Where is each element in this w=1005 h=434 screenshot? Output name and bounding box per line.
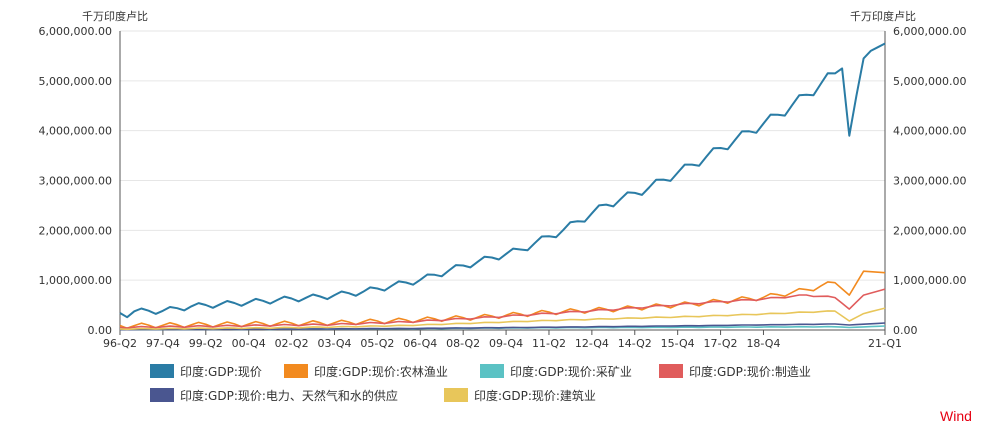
- y-left-tick-label: 2,000,000.00: [39, 224, 112, 237]
- y-left-tick-label: 5,000,000.00: [39, 75, 112, 88]
- y-right-tick-label: 4,000,000.00: [893, 125, 966, 138]
- x-tick-label: 09-Q4: [489, 337, 523, 350]
- x-tick-label: 08-Q2: [446, 337, 480, 350]
- x-tick-label: 97-Q4: [146, 337, 180, 350]
- legend-item: 印度:GDP:现价:电力、天然气和水的供应: [150, 388, 398, 403]
- series-line-4: [119, 322, 886, 331]
- left-y-tick-labels: 0.00 1,000,000.00 2,000,000.00 3,000,000.00…: [39, 25, 112, 337]
- x-tick-label: 11-Q2: [532, 337, 566, 350]
- legend-label: 印度:GDP:现价:电力、天然气和水的供应: [180, 388, 398, 403]
- legend-swatch: [150, 388, 174, 402]
- legend-label: 印度:GDP:现价:制造业: [689, 364, 811, 379]
- series-line-0: [119, 42, 886, 319]
- legend-item: 印度:GDP:现价:采矿业: [480, 364, 632, 379]
- grid-lines: [120, 30, 885, 281]
- left-axis-unit-label: 千万印度卢比: [82, 9, 148, 23]
- y-left-tick-label: 4,000,000.00: [39, 125, 112, 138]
- legend-swatch: [480, 364, 504, 378]
- legend-item: 印度:GDP:现价:制造业: [659, 364, 811, 379]
- legend-item: 印度:GDP:现价:建筑业: [444, 388, 596, 403]
- x-tick-label: 03-Q4: [317, 337, 351, 350]
- y-right-tick-label: 1,000,000.00: [893, 274, 966, 287]
- y-left-tick-label: 1,000,000.00: [39, 274, 112, 287]
- x-tick-label: 17-Q2: [704, 337, 738, 350]
- right-y-tick-labels: 0.00 1,000,000.00 2,000,000.00 3,000,000.00…: [893, 25, 966, 337]
- x-tick-label: 18-Q4: [746, 337, 780, 350]
- legend-swatch: [150, 364, 174, 378]
- legend-item: 印度:GDP:现价:农林渔业: [284, 364, 448, 379]
- right-axis-unit-label: 千万印度卢比: [850, 9, 916, 23]
- legend-label: 印度:GDP:现价:农林渔业: [314, 364, 448, 379]
- x-tick-label: 06-Q4: [403, 337, 437, 350]
- x-tick-label: 15-Q4: [661, 337, 695, 350]
- x-tick-label: 96-Q2: [103, 337, 137, 350]
- legend-item: 印度:GDP:现价: [150, 364, 262, 379]
- legend-label: 印度:GDP:现价:建筑业: [474, 388, 596, 403]
- legend-label: 印度:GDP:现价:采矿业: [510, 364, 632, 379]
- x-tick-label: 02-Q2: [275, 337, 309, 350]
- x-tick-label: 05-Q2: [360, 337, 394, 350]
- y-left-tick-label: 0.00: [88, 324, 113, 337]
- y-right-tick-label: 3,000,000.00: [893, 175, 966, 188]
- x-tick-label: 14-Q2: [618, 337, 652, 350]
- legend-swatch: [284, 364, 308, 378]
- legend-swatch: [444, 388, 468, 402]
- legend: 印度:GDP:现价 印度:GDP:现价:农林渔业 印度:GDP:现价:采矿业 印度:G…: [150, 364, 811, 403]
- x-tick-label: 21-Q1: [868, 337, 902, 350]
- y-left-tick-label: 6,000,000.00: [39, 25, 112, 38]
- legend-swatch: [659, 364, 683, 378]
- y-right-tick-label: 6,000,000.00: [893, 25, 966, 38]
- series-line-5: [119, 307, 886, 331]
- axes: [119, 31, 886, 335]
- y-right-tick-label: 2,000,000.00: [893, 224, 966, 237]
- series-lines: [119, 42, 886, 331]
- x-tick-labels: 96-Q2 97-Q4 99-Q2 00-Q4 02-Q2 03-Q4 05-Q2 06-Q4…: [103, 337, 902, 350]
- legend-label: 印度:GDP:现价: [180, 364, 262, 379]
- x-tick-label: 12-Q4: [575, 337, 609, 350]
- x-tick-label: 00-Q4: [232, 337, 266, 350]
- wind-brand-label: Wind: [940, 408, 972, 424]
- y-left-tick-label: 3,000,000.00: [39, 175, 112, 188]
- series-line-3: [119, 288, 886, 329]
- x-tick-label: 99-Q2: [189, 337, 223, 350]
- y-right-tick-label: 5,000,000.00: [893, 75, 966, 88]
- y-right-tick-label: 0.00: [893, 324, 918, 337]
